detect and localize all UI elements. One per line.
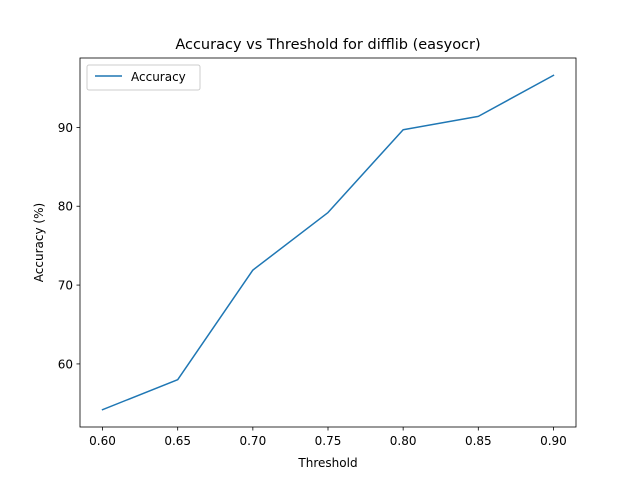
y-tick-label: 70 [58, 279, 73, 293]
legend-box [86, 64, 201, 91]
x-axis-ticks: 0.60 0.65 0.70 0.75 0.80 0.85 0.90 [89, 427, 567, 448]
y-axis-ticks: 60 70 80 90 [58, 121, 80, 371]
y-tick-label: 90 [58, 121, 73, 135]
legend: Accuracy [86, 64, 201, 91]
chart-title: Accuracy vs Threshold for difflib (easyo… [175, 37, 480, 53]
x-tick-label: 0.90 [540, 434, 567, 448]
x-tick-label: 0.70 [239, 434, 266, 448]
x-axis-label: Threshold [297, 456, 357, 470]
x-tick-label: 0.75 [315, 434, 342, 448]
y-axis-label: Accuracy (%) [32, 203, 46, 282]
x-tick-label: 0.60 [89, 434, 116, 448]
plot-area-frame [79, 57, 577, 428]
x-tick-label: 0.65 [164, 434, 191, 448]
x-tick-label: 0.80 [390, 434, 417, 448]
y-tick-label: 80 [58, 200, 73, 214]
series-line-accuracy [101, 74, 555, 411]
legend-label-accuracy: Accuracy [131, 70, 186, 84]
x-tick-label: 0.85 [465, 434, 492, 448]
y-tick-label: 60 [58, 357, 73, 371]
